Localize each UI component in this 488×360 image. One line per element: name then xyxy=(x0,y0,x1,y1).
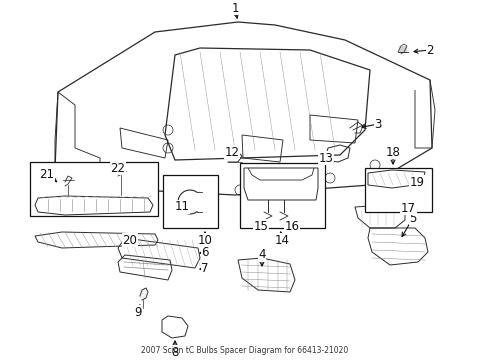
Bar xyxy=(240,163,325,228)
Text: 2007 Scion tC Bulbs Spacer Diagram for 66413-21020: 2007 Scion tC Bulbs Spacer Diagram for 6… xyxy=(141,346,347,355)
Text: 2: 2 xyxy=(426,44,433,57)
Text: 9: 9 xyxy=(134,306,142,319)
Bar xyxy=(364,168,431,212)
Text: 8: 8 xyxy=(171,346,178,359)
Text: 17: 17 xyxy=(400,202,415,215)
Text: 15: 15 xyxy=(253,220,268,233)
Text: 1: 1 xyxy=(231,1,238,14)
Text: 22: 22 xyxy=(110,162,125,175)
Text: 5: 5 xyxy=(408,211,416,225)
Text: 7: 7 xyxy=(201,261,208,274)
Text: 18: 18 xyxy=(385,145,400,158)
Text: 14: 14 xyxy=(274,234,289,247)
Text: 6: 6 xyxy=(201,246,208,258)
Text: 3: 3 xyxy=(373,117,381,130)
Text: 10: 10 xyxy=(197,234,212,247)
Text: 4: 4 xyxy=(258,248,265,261)
Text: 11: 11 xyxy=(174,201,189,213)
Bar xyxy=(30,162,158,216)
Text: 20: 20 xyxy=(122,234,137,247)
Text: 21: 21 xyxy=(40,168,54,181)
Text: 19: 19 xyxy=(408,175,424,189)
Text: 13: 13 xyxy=(318,152,333,165)
Bar xyxy=(163,175,218,228)
Text: 12: 12 xyxy=(224,145,239,158)
Text: 16: 16 xyxy=(284,220,299,233)
